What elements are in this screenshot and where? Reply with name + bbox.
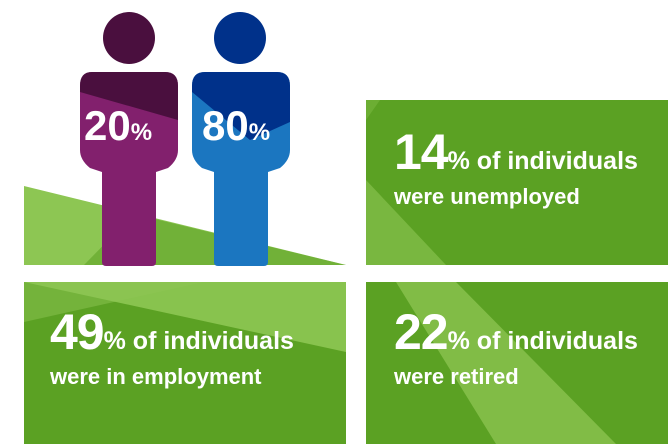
male-percentage: 80% xyxy=(202,102,270,150)
retired-panel-background xyxy=(396,282,616,444)
retired-value: 22 xyxy=(394,304,449,360)
figures-panel-background xyxy=(24,186,346,265)
employment-rest: % of individuals xyxy=(103,327,294,355)
male-unit: % xyxy=(248,119,271,146)
female-percentage: 20% xyxy=(84,102,152,150)
male-value: 80 xyxy=(202,102,249,149)
unemployed-label: were unemployed xyxy=(394,183,580,209)
employment-stat: 49% of individuals were in employment xyxy=(50,304,294,389)
retired-rest: % of individuals xyxy=(447,327,638,355)
unemployed-panel-background xyxy=(366,100,446,265)
unemployed-panel: 14% of individuals were unemployed xyxy=(366,100,668,265)
employment-label: were in employment xyxy=(50,363,262,389)
retired-panel: 22% of individuals were retired xyxy=(366,282,668,444)
unemployed-stat: 14% of individuals were unemployed xyxy=(394,124,638,209)
employment-value: 49 xyxy=(50,304,105,360)
employment-panel: 49% of individuals were in employment xyxy=(24,282,346,444)
retired-label: were retired xyxy=(394,363,519,389)
retired-stat: 22% of individuals were retired xyxy=(394,304,638,389)
figures-panel xyxy=(24,0,346,265)
female-unit: % xyxy=(130,119,153,146)
unemployed-value: 14 xyxy=(394,124,449,180)
female-value: 20 xyxy=(84,102,131,149)
unemployed-rest: % of individuals xyxy=(447,147,638,175)
employment-panel-background xyxy=(24,282,346,352)
